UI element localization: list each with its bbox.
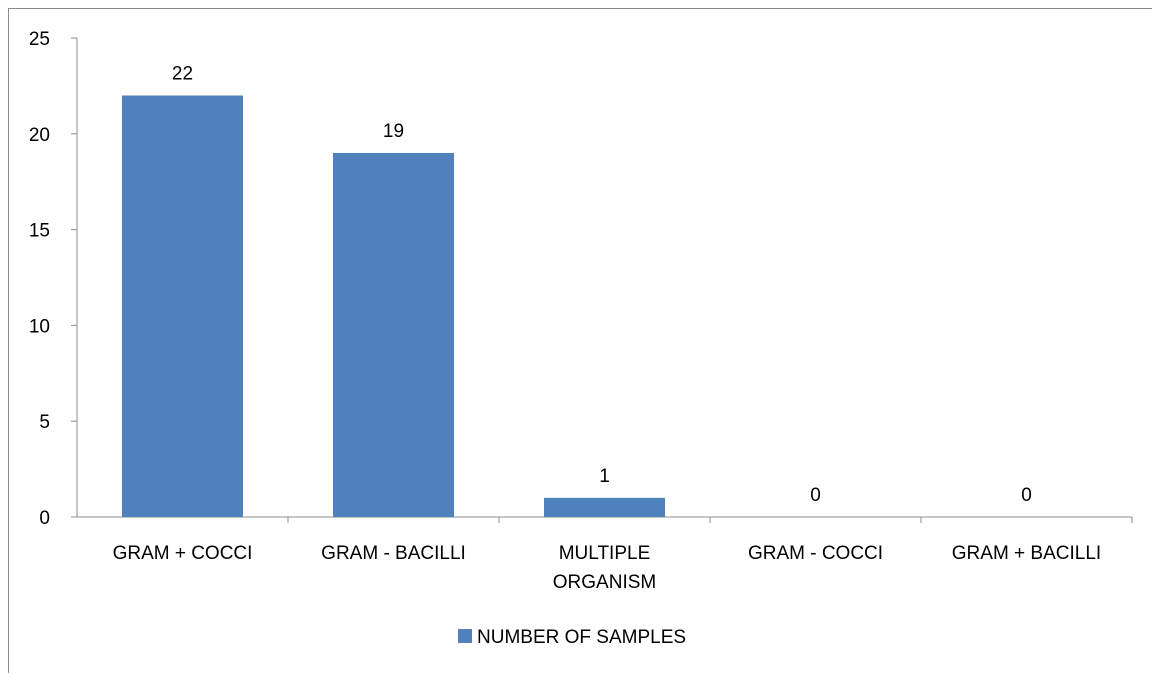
data-label: 19	[383, 121, 404, 142]
x-tick-label: MULTIPLE	[559, 543, 651, 564]
y-tick-label: 15	[29, 221, 50, 242]
x-tick-label: GRAM - BACILLI	[321, 543, 466, 564]
data-label: 1	[599, 466, 610, 487]
y-tick-label: 0	[39, 508, 50, 529]
x-tick-label: ORGANISM	[553, 572, 656, 593]
legend-swatch	[458, 629, 472, 643]
bar	[122, 95, 243, 517]
data-label: 0	[1021, 485, 1032, 506]
legend-label: NUMBER OF SAMPLES	[477, 627, 686, 648]
bar	[544, 497, 665, 517]
x-tick-label: GRAM - COCCI	[748, 543, 883, 564]
y-tick-label: 5	[39, 412, 50, 433]
data-label: 22	[172, 63, 193, 84]
x-tick-label: GRAM + COCCI	[113, 543, 253, 564]
y-tick-label: 20	[29, 125, 50, 146]
chart-frame	[8, 8, 1152, 673]
bar	[333, 152, 454, 517]
y-tick-label: 10	[29, 316, 50, 337]
data-label: 0	[810, 485, 821, 506]
x-tick-label: GRAM + BACILLI	[952, 543, 1101, 564]
y-tick-label: 25	[29, 29, 50, 50]
